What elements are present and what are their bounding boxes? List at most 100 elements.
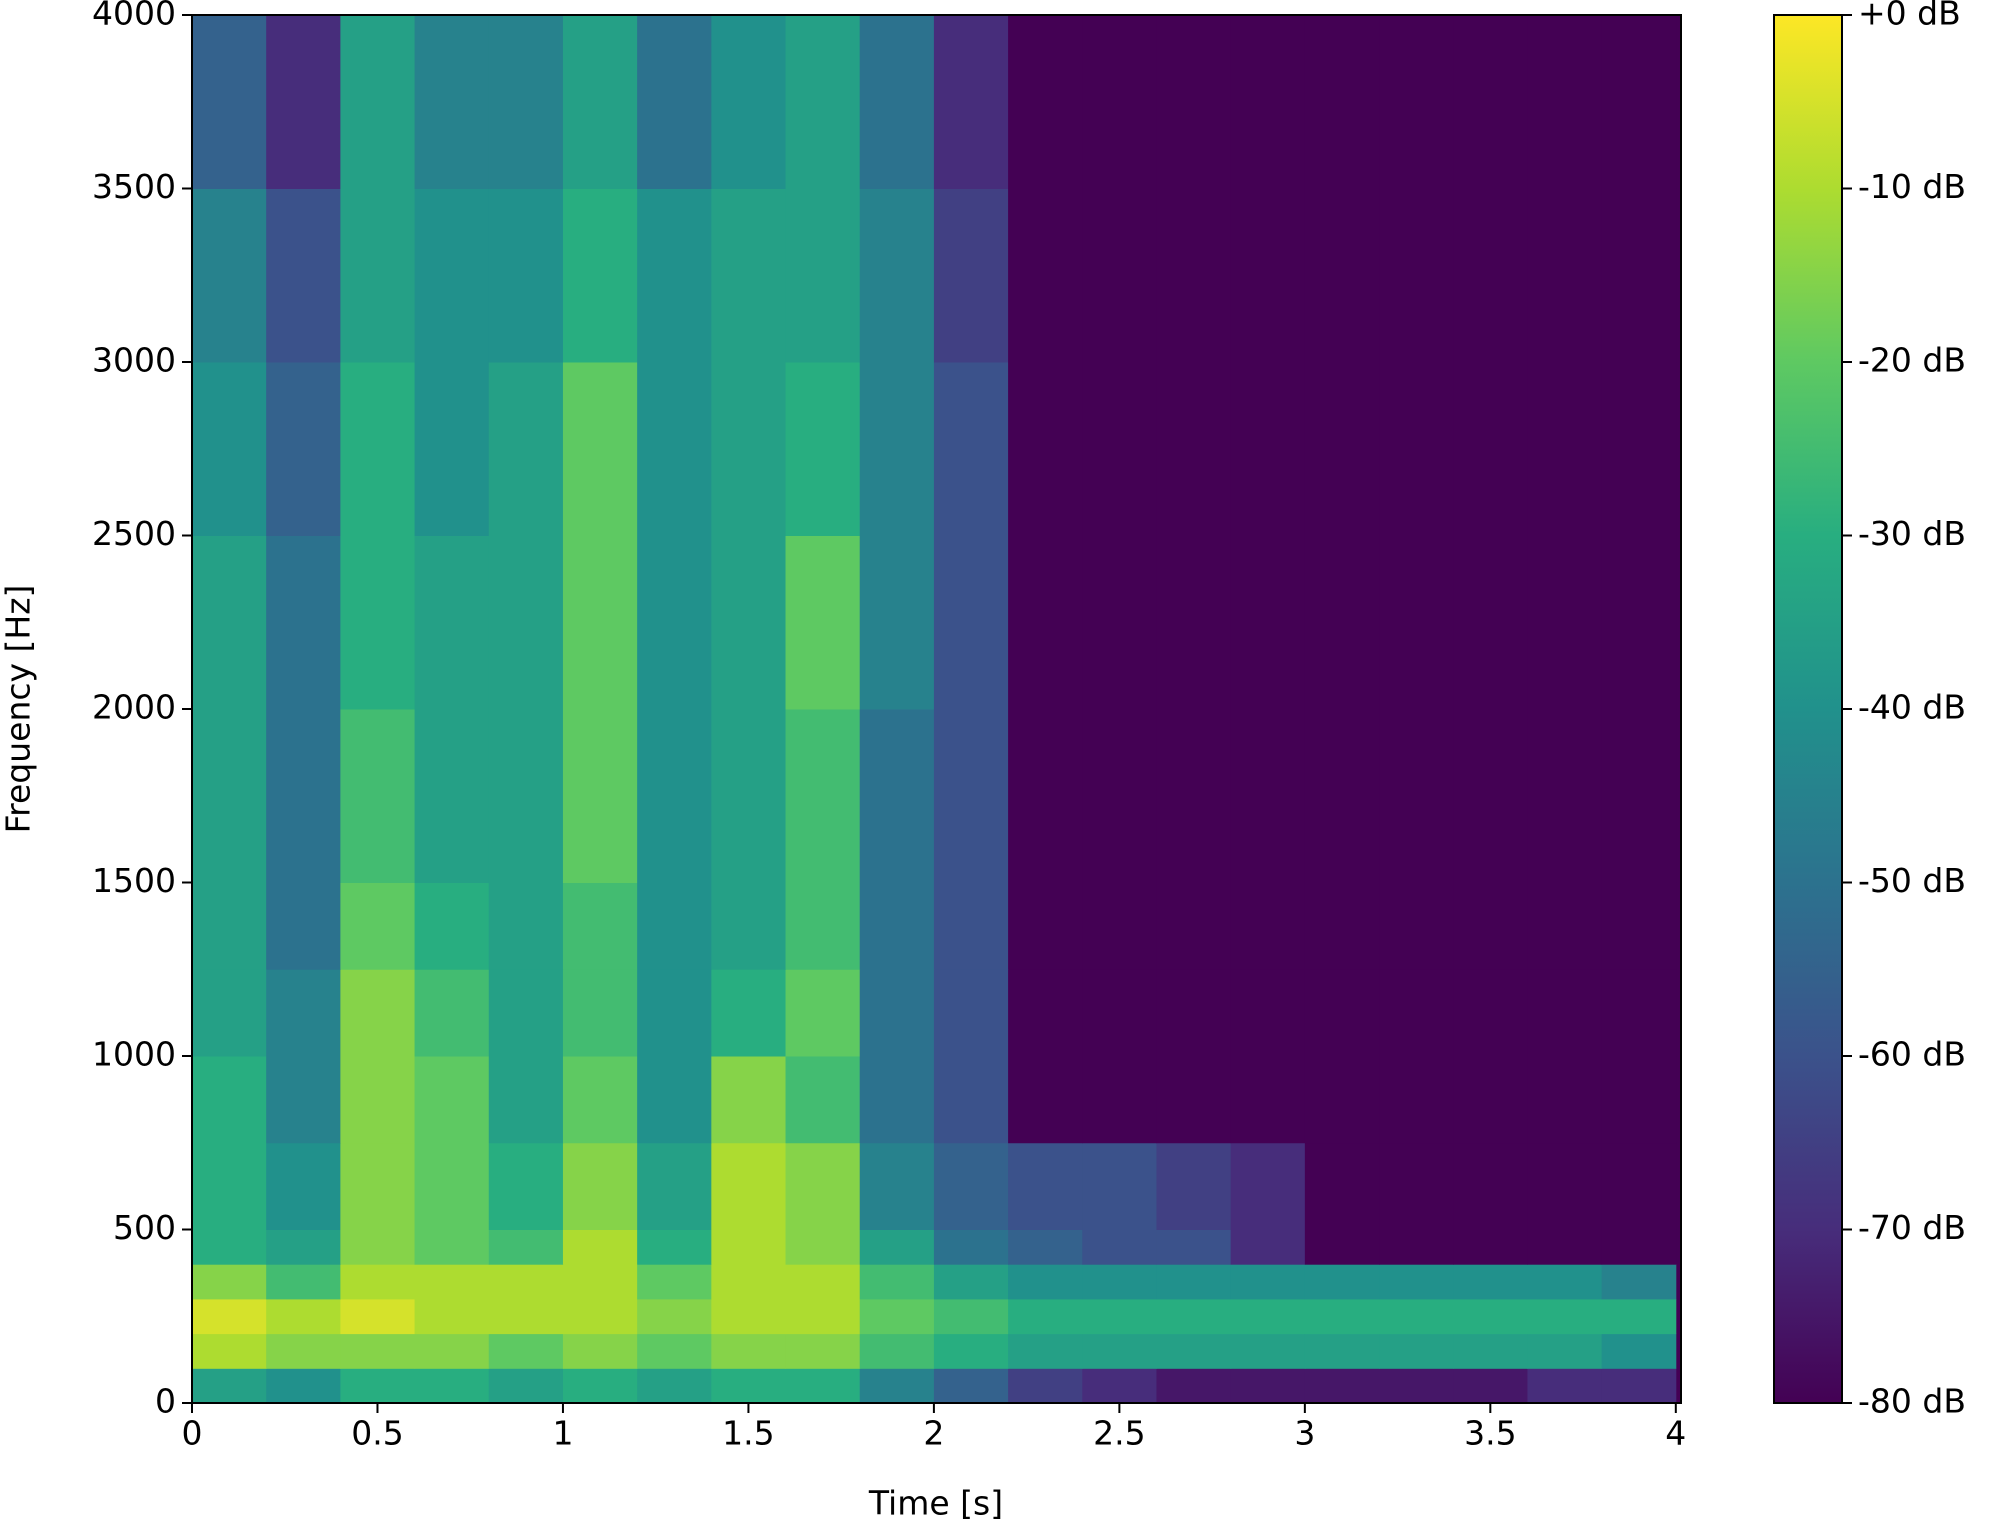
heatmap-cell (340, 1298, 416, 1335)
heatmap-cell (488, 362, 564, 536)
heatmap-cell (785, 1229, 861, 1265)
y-tick-label: 3500 (92, 167, 176, 206)
heatmap-cell (340, 1142, 416, 1230)
heatmap-cell (1453, 1298, 1528, 1335)
heatmap-cell (1082, 15, 1157, 189)
x-tick-label: 0 (182, 1414, 203, 1453)
colorbar-tick-label: -40 dB (1858, 688, 1966, 727)
heatmap-cell (637, 15, 712, 189)
heatmap-cell (1230, 1333, 1306, 1369)
heatmap-cell (340, 15, 416, 189)
heatmap-cell (1601, 1264, 1677, 1300)
heatmap-cell (1453, 1368, 1528, 1404)
heatmap-cell (1379, 709, 1454, 883)
heatmap-cell (414, 1333, 490, 1369)
heatmap-cell (562, 1264, 638, 1300)
heatmap-cell (1230, 362, 1306, 536)
heatmap-cell (192, 1229, 267, 1265)
heatmap-cell (1008, 15, 1083, 189)
heatmap-cell (1304, 1333, 1380, 1369)
heatmap-cell (340, 535, 416, 710)
heatmap-cell (933, 1229, 1009, 1265)
heatmap-cell (859, 709, 935, 883)
heatmap-cell (1601, 1229, 1677, 1265)
x-tick-label: 2.5 (1093, 1414, 1145, 1453)
heatmap-cell (637, 969, 712, 1057)
y-tick-label: 1000 (92, 1035, 176, 1074)
heatmap-cell (1601, 188, 1677, 363)
heatmap-cell (785, 1264, 861, 1300)
heatmap-cell (340, 969, 416, 1057)
heatmap-cell (340, 882, 416, 970)
heatmap-cell (266, 1298, 341, 1335)
heatmap-cell (266, 1229, 341, 1265)
heatmap-cell (562, 709, 638, 883)
heatmap-cell (1453, 882, 1528, 970)
heatmap-cell (1601, 15, 1677, 189)
heatmap-cell (1156, 362, 1232, 536)
heatmap-cell (192, 1333, 267, 1369)
heatmap-cell (933, 1298, 1009, 1335)
heatmap-cell (1008, 709, 1083, 883)
heatmap-cell (1082, 188, 1157, 363)
heatmap-cell (859, 1229, 935, 1265)
heatmap-cell (1304, 362, 1380, 536)
heatmap-cell (933, 188, 1009, 363)
heatmap-cell (1453, 188, 1528, 363)
heatmap-cell (1453, 535, 1528, 710)
heatmap-cell (488, 1142, 564, 1230)
heatmap-cell (488, 1333, 564, 1369)
heatmap-cell (1304, 1368, 1380, 1404)
heatmap-cell (266, 535, 341, 710)
x-tick-label: 1 (552, 1414, 573, 1453)
heatmap-cell (562, 1229, 638, 1265)
heatmap-cell (859, 362, 935, 536)
y-tick-label: 4000 (92, 0, 176, 33)
y-axis-label: Frequency [Hz] (0, 585, 38, 834)
heatmap-cell (1008, 1142, 1083, 1230)
heatmap-cell (1156, 882, 1232, 970)
heatmap-cell (933, 1056, 1009, 1144)
heatmap-cell (1230, 1368, 1306, 1404)
heatmap-cell (192, 15, 267, 189)
heatmap-cell (266, 15, 341, 189)
heatmap-cell (1008, 882, 1083, 970)
heatmap-cell (711, 15, 787, 189)
heatmap-cell (1601, 362, 1677, 536)
heatmap-cell (340, 1056, 416, 1144)
heatmap-cell (562, 969, 638, 1057)
heatmap-cell (488, 709, 564, 883)
heatmap-cell (711, 188, 787, 363)
heatmap-cell (637, 535, 712, 710)
heatmap-cell (1527, 1056, 1603, 1144)
heatmap-cell (711, 1142, 787, 1230)
heatmap-cell (414, 709, 490, 883)
colorbar (1773, 14, 1843, 1404)
heatmap-cell (488, 535, 564, 710)
heatmap-cell (266, 882, 341, 970)
heatmap-cell (562, 1142, 638, 1230)
heatmap-cell (1008, 1229, 1083, 1265)
heatmap-cell (1008, 1333, 1083, 1369)
heatmap-cell (1082, 1142, 1157, 1230)
heatmap-cell (266, 188, 341, 363)
heatmap-cell (1008, 535, 1083, 710)
y-tick-label: 2500 (92, 514, 176, 553)
heatmap-cell (1082, 709, 1157, 883)
heatmap-cell (1453, 362, 1528, 536)
heatmap-cell (1230, 969, 1306, 1057)
heatmap-cell (340, 1264, 416, 1300)
heatmap-cell (859, 188, 935, 363)
heatmap-cell (1304, 188, 1380, 363)
heatmap-cell (562, 535, 638, 710)
heatmap-cell (1601, 969, 1677, 1057)
heatmap-cell (414, 188, 490, 363)
heatmap-cell (414, 1298, 490, 1335)
heatmap-cell (340, 362, 416, 536)
y-tick-label: 0 (155, 1382, 176, 1421)
heatmap-cell (711, 1229, 787, 1265)
heatmap-cell (1156, 1333, 1232, 1369)
heatmap-cell (711, 969, 787, 1057)
heatmap-cell (266, 709, 341, 883)
heatmap-cell (1379, 1368, 1454, 1404)
